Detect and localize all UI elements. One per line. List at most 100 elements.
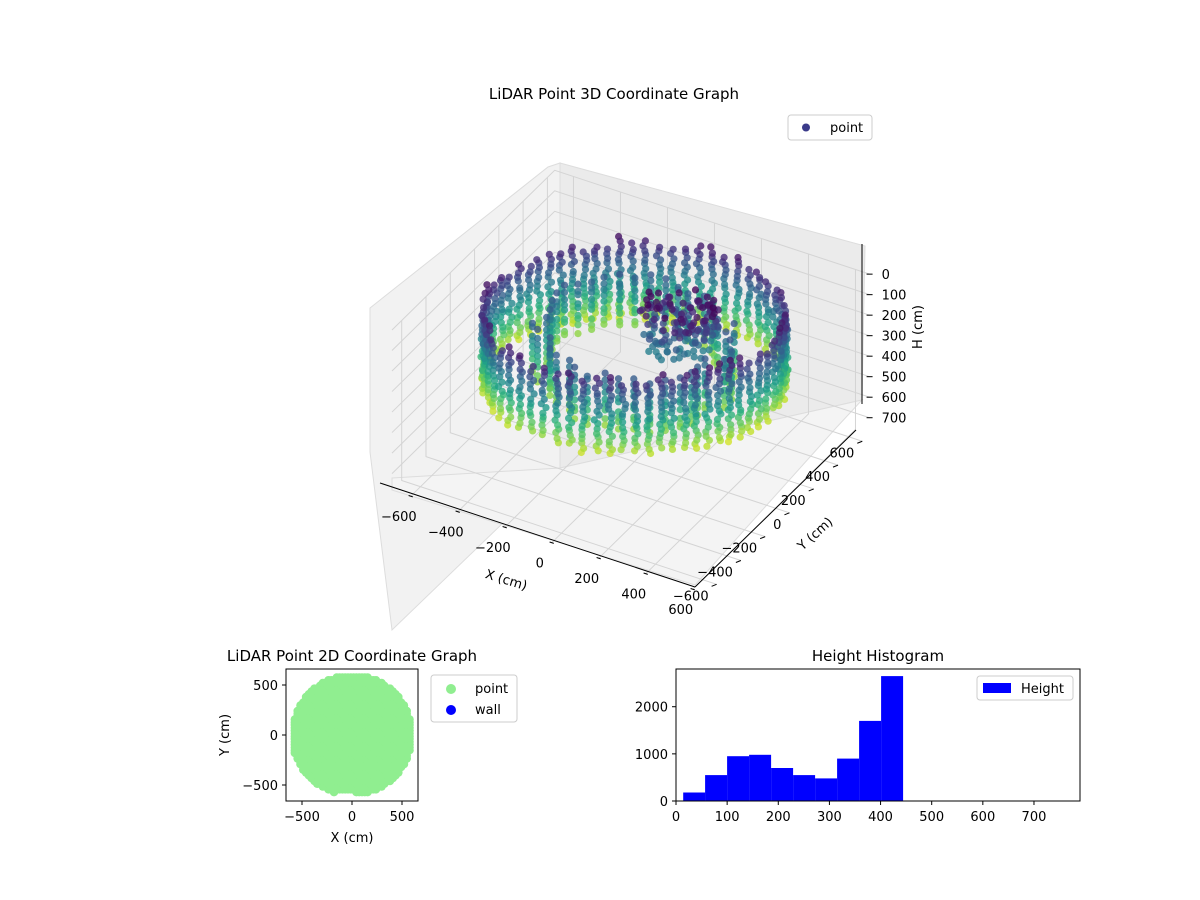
x-tick-mark [549, 541, 554, 544]
point-3d [499, 323, 507, 331]
point-3d [771, 291, 779, 299]
point-3d [763, 381, 771, 389]
plot-2d-y-label: Y (cm) [218, 714, 233, 757]
point-3d [699, 304, 707, 312]
point-3d [658, 384, 666, 392]
plot-2d-title: LiDAR Point 2D Coordinate Graph [227, 647, 477, 665]
point-3d [601, 415, 609, 423]
point-3d [691, 339, 699, 347]
point-3d [526, 408, 534, 416]
point-3d [588, 315, 596, 323]
point-3d [656, 243, 664, 251]
x-tick-label: −400 [428, 526, 464, 541]
x-tick-label: 200 [574, 572, 599, 587]
point-3d [546, 306, 554, 314]
y-tick-mark [711, 583, 717, 587]
point-3d [777, 347, 785, 355]
point-3d [507, 413, 515, 421]
point-3d [517, 392, 526, 400]
point-3d [723, 321, 731, 329]
x-axis-label: X (cm) [483, 567, 529, 594]
plot-2d-y-tick-label: 500 [253, 679, 278, 694]
point-3d [640, 330, 648, 339]
point-3d [548, 296, 556, 305]
histogram-x-tick-label: 0 [672, 810, 680, 825]
point-3d [714, 353, 722, 361]
point-3d [534, 325, 542, 333]
point-3d [746, 280, 754, 288]
y-tick-mark [832, 464, 839, 468]
point-3d [691, 391, 699, 399]
point-3d [714, 365, 723, 374]
point-3d [680, 350, 688, 358]
point-3d [694, 327, 702, 335]
point-3d [756, 350, 765, 358]
point-3d [715, 380, 724, 388]
point-3d [614, 256, 623, 264]
point-3d [507, 358, 515, 366]
histogram-bar [683, 792, 706, 801]
point-3d [656, 278, 664, 286]
point-3d [604, 265, 613, 273]
point-3d [593, 243, 601, 251]
histogram-bar [705, 775, 728, 801]
point-3d [491, 377, 499, 385]
point-3d [593, 389, 601, 398]
point-3d [715, 407, 723, 415]
z-tick-label: 200 [882, 309, 907, 324]
point-3d [659, 326, 667, 335]
point-3d [753, 300, 761, 308]
point-2d [405, 715, 414, 724]
point-3d [722, 290, 730, 298]
point-3d [491, 317, 499, 326]
point-3d [703, 293, 711, 301]
point-3d [642, 382, 650, 390]
point-3d [722, 266, 730, 274]
point-3d [705, 388, 713, 396]
point-3d [681, 245, 690, 253]
ticks-3d: −600−400−2000200400600−600−400−200020040… [381, 268, 906, 618]
point-3d [546, 334, 554, 342]
point-3d [764, 318, 772, 327]
point-3d [538, 386, 546, 394]
point-3d [756, 355, 764, 363]
point-3d [653, 304, 661, 312]
point-3d [657, 356, 666, 364]
histogram-bar [727, 756, 750, 801]
point-3d [588, 305, 596, 313]
point-3d [515, 301, 523, 309]
point-3d [516, 400, 525, 409]
point-3d [546, 360, 554, 368]
point-3d [489, 407, 497, 415]
point-3d [645, 445, 653, 453]
point-3d [679, 299, 687, 307]
point-3d [594, 447, 602, 455]
point-3d [730, 320, 738, 328]
point-3d [578, 377, 586, 385]
point-3d [707, 337, 715, 345]
point-3d [557, 250, 565, 258]
point-3d [735, 285, 743, 293]
point-3d [693, 247, 701, 255]
point-3d [546, 354, 554, 362]
point-3d [508, 299, 516, 307]
point-3d [710, 257, 718, 266]
point-3d [547, 260, 555, 268]
plot-3d: LiDAR Point 3D Coordinate Graph −600 −400… [369, 85, 926, 632]
point-3d [504, 336, 512, 344]
point-3d [604, 254, 612, 262]
point-3d [631, 279, 639, 287]
point-3d [629, 257, 637, 265]
point-3d [543, 319, 551, 327]
point-3d [554, 390, 562, 398]
point-3d [616, 296, 624, 304]
y-tick-label: −600 [673, 589, 709, 604]
point-3d [681, 381, 689, 390]
plot-2d-y-tick-label: 0 [270, 729, 278, 744]
point-3d [776, 324, 784, 332]
point-3d [682, 430, 690, 438]
point-3d [687, 322, 695, 330]
point-3d [628, 239, 636, 247]
point-3d [547, 288, 555, 296]
